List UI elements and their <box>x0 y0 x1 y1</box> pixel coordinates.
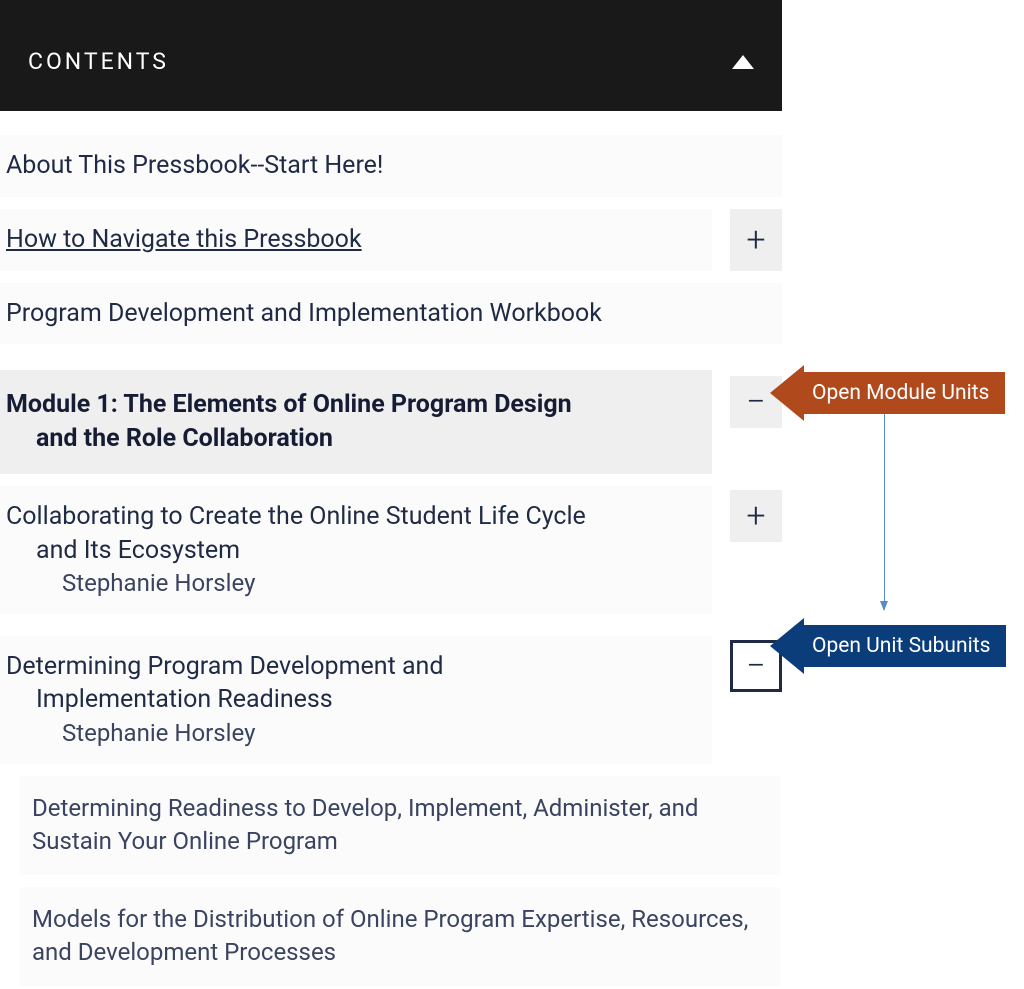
callout-open-module-units: Open Module Units <box>770 365 1005 421</box>
toc-subitem[interactable]: Models for the Distribution of Online Pr… <box>20 887 780 986</box>
expand-toggle[interactable]: + <box>730 490 782 542</box>
toc-label: How to Navigate this Pressbook <box>6 225 362 254</box>
contents-panel: CONTENTS About This Pressbook--Start Her… <box>0 0 782 986</box>
callout-label: Open Module Units <box>804 372 1005 414</box>
toc-subitem[interactable]: Determining Readiness to Develop, Implem… <box>20 776 780 875</box>
plus-icon: + <box>746 496 765 536</box>
connector-line <box>884 414 885 610</box>
callout-open-unit-subunits: Open Unit Subunits <box>770 618 1006 674</box>
toc-label-line2: and the Role Collaboration <box>6 422 700 456</box>
toc-label-line2: Implementation Readiness <box>6 683 700 717</box>
toc-item-about[interactable]: About This Pressbook--Start Here! <box>0 135 782 197</box>
arrow-left-icon <box>770 365 804 421</box>
toc-label: Program Development and Implementation W… <box>6 299 602 328</box>
contents-body: About This Pressbook--Start Here! How to… <box>0 111 782 986</box>
toc-item-module1[interactable]: Module 1: The Elements of Online Program… <box>0 370 782 474</box>
toc-item-navigate[interactable]: How to Navigate this Pressbook + <box>0 209 782 271</box>
toc-sub-label: Models for the Distribution of Online Pr… <box>32 905 748 967</box>
toc-author: Stephanie Horsley <box>6 567 700 599</box>
toc-item-collab[interactable]: Collaborating to Create the Online Stude… <box>0 486 782 614</box>
toc-author: Stephanie Horsley <box>6 717 700 749</box>
toc-label-line1: Module 1: The Elements of Online Program… <box>6 390 572 419</box>
toc-label: About This Pressbook--Start Here! <box>6 151 383 180</box>
contents-title: CONTENTS <box>28 48 169 75</box>
contents-header[interactable]: CONTENTS <box>0 0 782 111</box>
expand-toggle[interactable]: + <box>730 209 782 271</box>
callout-label: Open Unit Subunits <box>804 625 1006 667</box>
toc-item-readiness[interactable]: Determining Program Development and Impl… <box>0 636 782 764</box>
toc-sub-label: Determining Readiness to Develop, Implem… <box>32 794 698 856</box>
toc-item-workbook[interactable]: Program Development and Implementation W… <box>0 283 782 345</box>
arrow-left-icon <box>770 618 804 674</box>
plus-icon: + <box>746 220 765 260</box>
toc-label-line1: Collaborating to Create the Online Stude… <box>6 502 586 531</box>
minus-icon: − <box>746 382 765 422</box>
collapse-up-icon[interactable] <box>732 55 754 69</box>
minus-icon: − <box>746 646 765 686</box>
toc-label-line2: and Its Ecosystem <box>6 534 700 568</box>
toc-label-line1: Determining Program Development and <box>6 652 443 681</box>
